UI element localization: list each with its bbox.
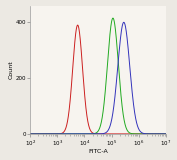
X-axis label: FITC-A: FITC-A [88, 149, 108, 154]
Y-axis label: Count: Count [9, 60, 14, 79]
